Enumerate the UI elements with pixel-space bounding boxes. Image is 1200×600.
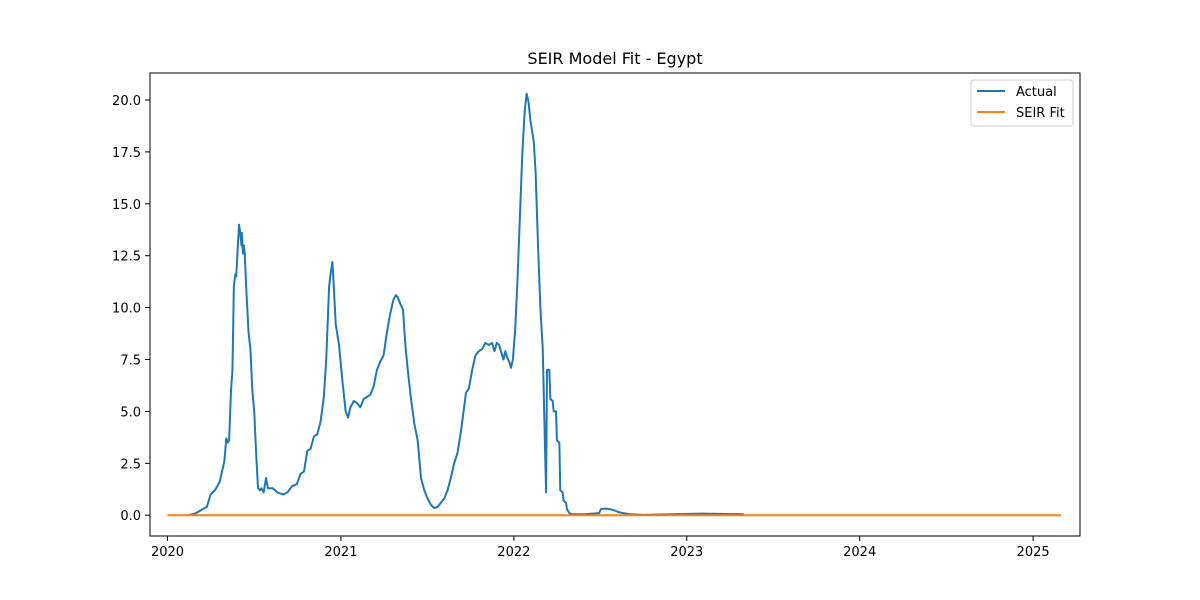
x-tick-label: 2021	[324, 545, 357, 560]
x-axis: 2020 2021 2022 2023 2024 2025	[151, 536, 1050, 560]
legend-label-seir-fit: SEIR Fit	[1016, 106, 1065, 121]
y-tick-label: 17.5	[112, 146, 141, 161]
y-tick-label: 15.0	[112, 198, 141, 213]
y-tick-label: 10.0	[112, 302, 141, 317]
y-tick-label: 0.0	[120, 509, 141, 524]
series-layer	[167, 92, 1062, 517]
y-tick-label: 5.0	[120, 405, 141, 420]
x-tick-label: 2020	[151, 545, 184, 560]
y-tick-label: 12.5	[112, 250, 141, 265]
y-tick-label: 2.5	[120, 457, 141, 472]
y-tick-label: 7.5	[120, 354, 141, 369]
y-tick-label: 20.0	[112, 94, 141, 109]
x-tick-label: 2024	[843, 545, 876, 560]
y-axis: 0.0 2.5 5.0 7.5 10.0 12.5 15.0 17.5 20.0	[112, 94, 150, 524]
chart-title: SEIR Model Fit - Egypt	[527, 49, 702, 68]
plot-area	[149, 72, 1081, 537]
series-line-actual	[188, 92, 744, 517]
x-tick-label: 2023	[670, 545, 703, 560]
legend: Actual SEIR Fit	[970, 79, 1074, 127]
legend-label-actual: Actual	[1016, 85, 1057, 100]
x-tick-label: 2022	[497, 545, 530, 560]
plot-frame	[149, 72, 1081, 537]
x-tick-label: 2025	[1017, 545, 1050, 560]
